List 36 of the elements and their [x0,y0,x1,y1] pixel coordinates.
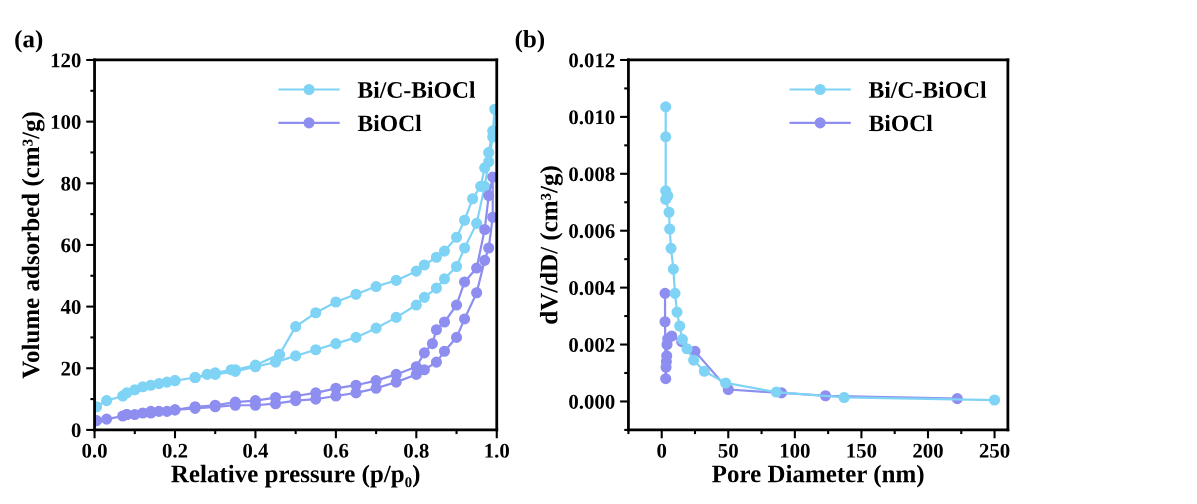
x-tick-label: 0.2 [162,443,188,458]
x-axis-title: Relative pressure (p/p₀) [171,464,420,488]
legend-label: Bi/C-BiOCl [357,81,476,98]
y-axis-title: Volume adsorbed (cm³/g) [21,112,45,379]
y-tick-label: 0.000 [569,394,615,409]
y-tick-label: 80 [61,176,81,191]
x-tick-label: 1.0 [485,443,509,458]
text: (b) [515,29,545,53]
y-tick-label: 0.006 [569,224,615,239]
y-tick-label: 60 [61,238,81,253]
legend-label: BiOCl [357,114,422,132]
x-tick-label: 0.6 [323,443,349,458]
x-tick-label: 100 [780,443,810,458]
y-tick-label: 0 [71,423,81,438]
x-tick-label: 150 [847,443,877,458]
y-tick-label: 100 [51,115,81,130]
x-tick-label: 0 [657,443,667,458]
x-tick-label: 250 [979,443,1010,458]
legend-label: Bi/C-BiOCl [868,81,987,98]
x-tick-label: 0.0 [82,443,107,458]
y-tick-label: 0.002 [569,337,615,353]
text: (a) [15,29,43,53]
x-tick-label: 0.8 [404,443,429,458]
y-tick-label: 40 [60,299,81,315]
x-axis-title: Pore Diameter (nm) [712,464,924,488]
x-tick-label: 200 [913,443,943,458]
legend-label: BiOCl [868,114,933,132]
y-tick-label: 0.010 [569,110,615,125]
y-tick-label: 0.012 [569,53,615,68]
y-tick-label: 0.004 [569,281,615,296]
y-tick-label: 0.008 [569,167,615,182]
y-axis-title: dV/dD/ (cm³/g) [539,166,563,324]
x-tick-label: 50 [718,443,738,458]
y-tick-label: 20 [61,361,81,376]
x-tick-label: 0.4 [243,443,269,458]
y-tick-label: 120 [51,53,81,68]
